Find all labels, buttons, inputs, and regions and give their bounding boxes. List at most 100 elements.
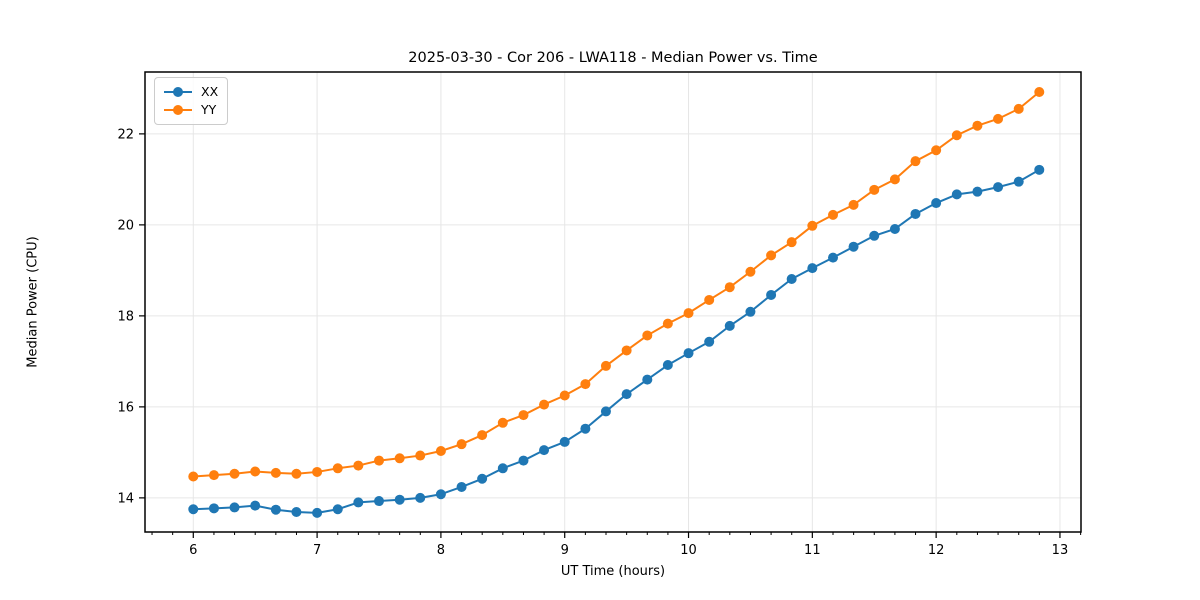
data-point-xx [188, 504, 199, 515]
data-point-xx [559, 436, 570, 447]
data-point-xx [662, 360, 673, 371]
data-point-xx [766, 289, 777, 300]
data-point-yy [477, 430, 488, 441]
x-tick-label: 12 [928, 543, 945, 558]
x-tick-label: 11 [804, 543, 821, 558]
y-tick-label: 20 [117, 218, 134, 233]
data-point-xx [724, 320, 735, 331]
data-point-xx [1013, 176, 1024, 187]
data-point-yy [291, 468, 302, 479]
legend-label: XX [201, 83, 219, 99]
legend-entry-xx: XX [163, 83, 219, 101]
data-point-xx [951, 189, 962, 200]
data-point-yy [250, 466, 261, 477]
x-tick-label: 13 [1052, 543, 1069, 558]
data-point-yy [972, 120, 983, 131]
data-point-xx [600, 406, 611, 417]
x-tick-label: 8 [437, 543, 445, 558]
data-point-xx [229, 502, 240, 513]
legend-line-marker-icon [164, 105, 192, 115]
data-point-xx [435, 489, 446, 500]
data-point-yy [188, 471, 199, 482]
data-point-xx [208, 503, 219, 514]
data-point-yy [910, 156, 921, 167]
data-point-xx [580, 423, 591, 434]
data-point-yy [518, 410, 529, 421]
data-point-xx [353, 497, 364, 508]
x-tick-label: 6 [189, 543, 197, 558]
data-point-yy [951, 130, 962, 141]
data-point-xx [497, 463, 508, 474]
data-point-yy [807, 220, 818, 231]
data-point-xx [993, 182, 1004, 193]
data-point-yy [828, 209, 839, 220]
data-point-yy [559, 390, 570, 401]
plot-frame [144, 71, 1082, 533]
data-point-xx [683, 348, 694, 359]
data-point-xx [745, 306, 756, 317]
data-point-xx [415, 492, 426, 503]
data-point-xx [394, 494, 405, 505]
data-point-xx [332, 504, 343, 515]
data-point-yy [394, 453, 405, 464]
data-point-yy [662, 318, 673, 329]
data-point-yy [332, 463, 343, 474]
data-point-yy [415, 450, 426, 461]
data-point-xx [910, 208, 921, 219]
data-point-yy [208, 470, 219, 481]
x-tick-label: 10 [680, 543, 697, 558]
data-point-yy [435, 446, 446, 457]
data-point-yy [539, 399, 550, 410]
data-point-xx [250, 500, 261, 511]
data-point-xx [889, 223, 900, 234]
data-point-xx [869, 230, 880, 241]
data-point-yy [786, 237, 797, 248]
data-point-yy [642, 330, 653, 341]
data-point-yy [724, 282, 735, 293]
data-point-xx [786, 274, 797, 285]
data-point-xx [642, 374, 653, 385]
data-point-yy [353, 460, 364, 471]
data-point-yy [374, 455, 384, 466]
data-point-xx [374, 496, 384, 507]
y-tick-label: 14 [117, 491, 134, 506]
legend-line-marker-icon [164, 87, 192, 97]
data-point-xx [931, 198, 942, 209]
data-point-yy [766, 250, 777, 261]
data-point-xx [972, 186, 983, 197]
y-tick-label: 18 [117, 309, 134, 324]
data-point-yy [745, 266, 756, 277]
data-point-yy [848, 199, 859, 210]
data-point-yy [229, 468, 240, 479]
data-point-xx [477, 473, 488, 484]
data-point-yy [704, 294, 715, 305]
x-tick-label: 9 [561, 543, 569, 558]
data-point-yy [683, 308, 694, 319]
y-tick-label: 22 [117, 127, 134, 142]
chart-title: 2025-03-30 - Cor 206 - LWA118 - Median P… [408, 50, 818, 66]
data-point-xx [291, 506, 302, 517]
y-axis-label: Median Power (CPU) [25, 236, 41, 368]
legend-label: YY [201, 101, 217, 117]
data-point-xx [270, 504, 281, 515]
data-point-yy [600, 360, 611, 371]
data-point-xx [312, 507, 323, 518]
data-point-xx [807, 263, 818, 274]
x-axis-label: UT Time (hours) [560, 564, 666, 579]
data-point-xx [518, 455, 529, 466]
data-point-yy [270, 467, 281, 478]
data-point-xx [704, 336, 715, 347]
data-point-yy [312, 466, 323, 477]
data-point-xx [621, 389, 632, 400]
data-point-yy [497, 417, 508, 428]
series-line-xx [193, 168, 1040, 514]
legend: XX YY [154, 77, 228, 125]
data-point-yy [993, 113, 1004, 124]
data-point-yy [580, 379, 591, 390]
y-tick-label: 16 [117, 400, 134, 415]
data-point-yy [869, 184, 880, 195]
series-line-yy [193, 91, 1040, 478]
data-point-yy [1034, 87, 1045, 98]
